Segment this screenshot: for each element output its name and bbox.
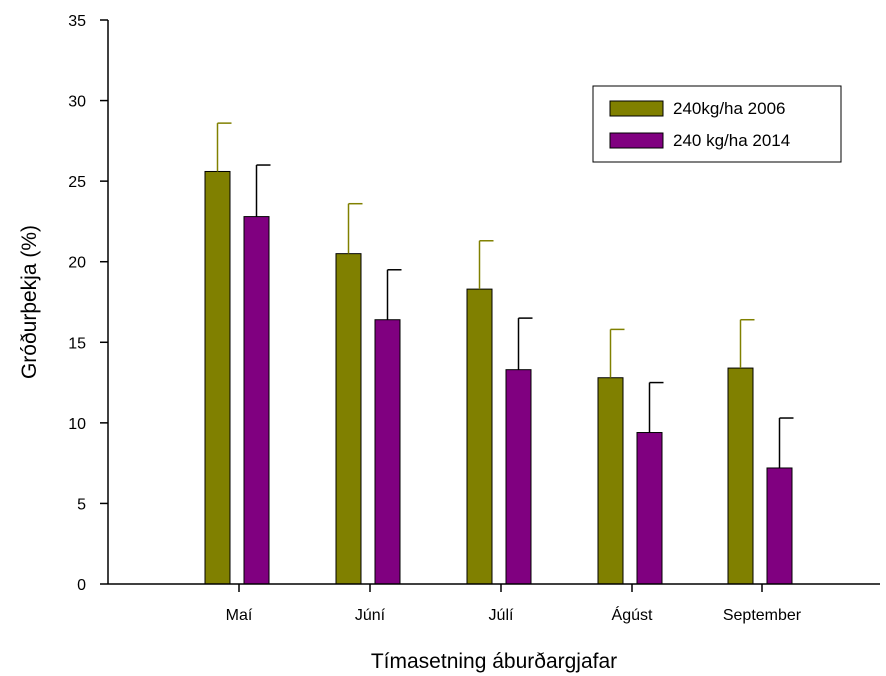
y-axis-ticks: 0 5 10 15 20 25 30 35 xyxy=(68,13,108,594)
legend-label-2006: 240kg/ha 2006 xyxy=(673,99,786,118)
x-tick-label: Ágúst xyxy=(612,605,653,624)
legend-box xyxy=(592,85,842,163)
y-tick-label: 25 xyxy=(68,174,86,191)
x-tick-label: Júní xyxy=(355,607,386,624)
plot-area xyxy=(204,122,794,585)
y-tick-label: 30 xyxy=(68,94,86,111)
y-axis-title: Gróðurþekja (%) xyxy=(18,225,41,379)
legend-swatch-2006 xyxy=(609,100,664,117)
bar-0-0 xyxy=(204,170,231,585)
y-tick-label: 20 xyxy=(68,255,86,272)
legend-label-2014: 240 kg/ha 2014 xyxy=(673,131,790,150)
bar-1-2 xyxy=(505,369,532,585)
x-axis-ticks: Maí Júní Júlí Ágúst September xyxy=(226,584,802,624)
x-axis-title: Tímasetning áburðargjafar xyxy=(371,650,617,673)
legend: 240kg/ha 2006 240 kg/ha 2014 xyxy=(592,85,842,163)
bar-1-4 xyxy=(766,467,793,585)
x-tick-label: Júlí xyxy=(489,607,514,624)
bar-0-4 xyxy=(727,367,754,585)
x-tick-label: Maí xyxy=(226,607,253,624)
bar-0-3 xyxy=(597,377,624,585)
bar-0-2 xyxy=(466,288,493,585)
bar-1-1 xyxy=(374,319,401,585)
y-tick-label: 15 xyxy=(68,335,86,352)
bar-0-1 xyxy=(335,253,362,585)
y-tick-label: 35 xyxy=(68,13,86,30)
y-tick-label: 10 xyxy=(68,416,86,433)
legend-swatch-2014 xyxy=(609,132,664,149)
y-tick-label: 0 xyxy=(77,577,86,594)
bar-1-0 xyxy=(243,216,270,585)
bar-1-3 xyxy=(636,432,663,585)
y-tick-label: 5 xyxy=(77,496,86,513)
x-tick-label: September xyxy=(723,607,802,624)
